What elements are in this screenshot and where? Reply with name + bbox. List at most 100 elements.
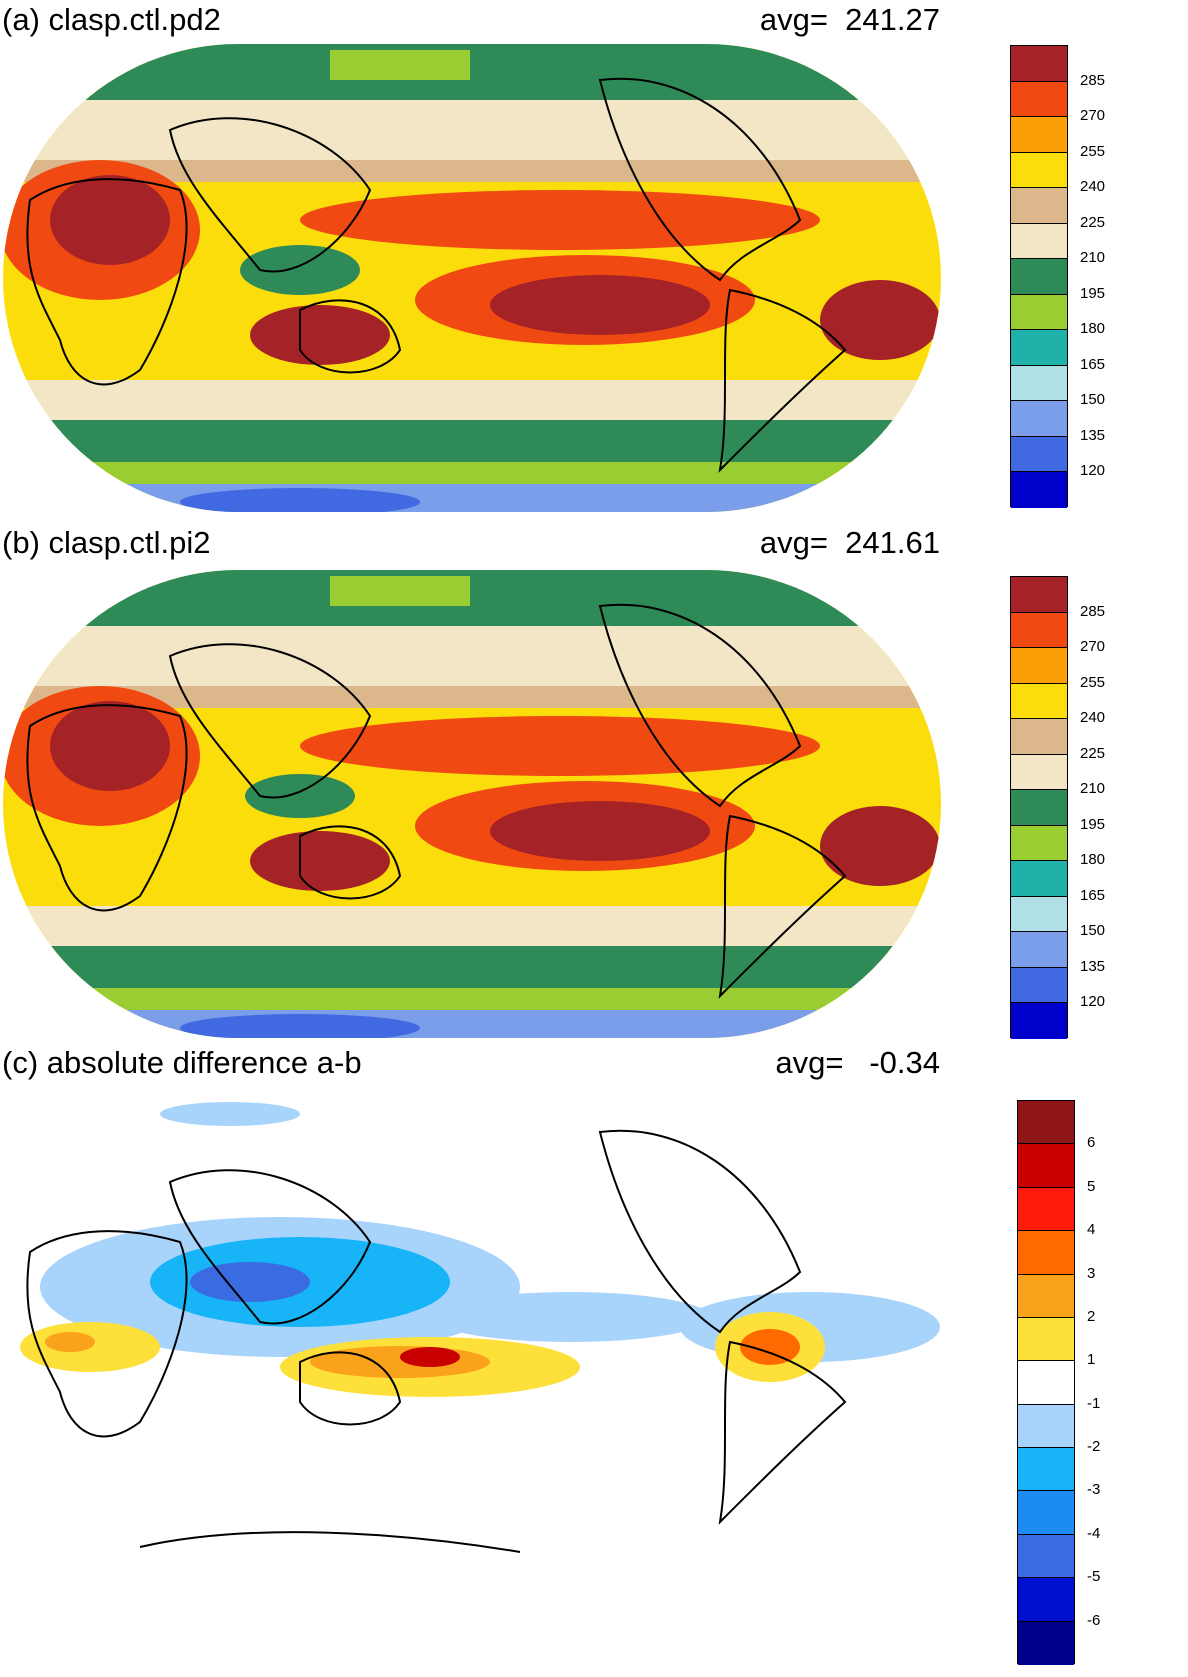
colorbar-swatch xyxy=(1011,648,1067,684)
colorbar-tick-label: 3 xyxy=(1087,1264,1096,1282)
colorbar-swatch xyxy=(1018,1361,1074,1405)
colorbar-tick-label: 195 xyxy=(1080,815,1106,833)
colorbar-swatch xyxy=(1018,1621,1074,1665)
colorbar-swatch xyxy=(1011,152,1067,189)
pacific-positive-strong xyxy=(310,1346,490,1378)
colorbar-swatch xyxy=(1018,1578,1074,1622)
panel-a-map xyxy=(3,44,941,512)
colorbar-swatch xyxy=(1011,436,1067,473)
colorbar-swatch xyxy=(1011,612,1067,649)
colorbar-swatch xyxy=(1018,1101,1074,1145)
colorbar-tick-label: 150 xyxy=(1080,922,1106,940)
colorbar-tick-label: -1 xyxy=(1087,1394,1101,1412)
colorbar-swatch xyxy=(1011,259,1067,295)
colorbar-swatch xyxy=(1011,117,1067,153)
colorbar-swatch xyxy=(1011,754,1067,791)
panel-a-average: avg= 241.27 xyxy=(759,2,940,37)
colorbar-swatch xyxy=(1018,1144,1074,1188)
maritime-cold xyxy=(240,245,360,295)
arctic-patch xyxy=(330,50,470,80)
colorbar-swatch xyxy=(1018,1274,1074,1318)
panel-b-title: (b) clasp.ctl.pi2 xyxy=(2,525,211,560)
colorbar-tick-label: 6 xyxy=(1087,1134,1096,1152)
band-north-mid xyxy=(3,686,941,708)
colorbar-tick-label: 4 xyxy=(1087,1221,1096,1239)
asia-negative-core xyxy=(190,1262,310,1302)
colorbar-swatch xyxy=(1011,365,1067,402)
panel-c-title: (c) absolute difference a-b xyxy=(2,1045,362,1080)
colorbar-tick-label: 210 xyxy=(1080,780,1106,798)
colorbar-tick-label: 5 xyxy=(1087,1177,1096,1195)
colorbar-tick-label: 165 xyxy=(1080,355,1106,373)
colorbar-tick-label: 270 xyxy=(1080,638,1106,656)
colorbar-swatch xyxy=(1011,719,1067,755)
band-arctic xyxy=(3,44,941,100)
colorbar-tick-label: 285 xyxy=(1080,71,1106,89)
africa-positive-strong xyxy=(45,1332,95,1352)
colorbar-swatch xyxy=(1011,1003,1067,1039)
colorbar-swatch xyxy=(1018,1187,1074,1232)
colorbar-tick-label: 225 xyxy=(1080,744,1106,762)
colorbar-swatch xyxy=(1011,577,1067,613)
colorbar-swatch xyxy=(1011,825,1067,862)
antarctic-cold xyxy=(180,1014,420,1038)
panel-b-average: avg= 241.61 xyxy=(759,525,940,560)
colorbar-tick-label: 225 xyxy=(1080,213,1106,231)
colorbar-tick-label: 180 xyxy=(1080,320,1106,338)
colorbar-tick-label: -4 xyxy=(1087,1524,1101,1542)
colorbar-tick-label: 120 xyxy=(1080,462,1106,480)
colorbar-swatch xyxy=(1018,1534,1074,1579)
colorbar-tick-label: -3 xyxy=(1087,1481,1101,1499)
atlantic-hot xyxy=(820,280,940,360)
antarctic-cold xyxy=(180,488,420,512)
pacific-hot xyxy=(490,801,710,861)
band-southern-ocean xyxy=(3,420,941,462)
colorbar-swatch xyxy=(1018,1404,1074,1449)
colorbar-tick-label: 135 xyxy=(1080,426,1106,444)
arctic-patch xyxy=(330,576,470,606)
panel-c-average: avg= -0.34 xyxy=(775,1045,940,1080)
colorbar-tick-label: 240 xyxy=(1080,178,1106,196)
colorbar-tick-label: 210 xyxy=(1080,249,1106,267)
colorbar-swatch xyxy=(1018,1231,1074,1275)
coastlines xyxy=(26,603,847,999)
band-southern-ocean xyxy=(3,946,941,988)
band-antarctic xyxy=(3,1010,941,1038)
colorbar-swatch xyxy=(1011,81,1067,118)
colorbar-tick-label: 1 xyxy=(1087,1351,1096,1369)
colorbar-swatch xyxy=(1018,1317,1074,1362)
colorbar-tick-label: -6 xyxy=(1087,1611,1101,1629)
colorbar-tick-label: 255 xyxy=(1080,142,1106,160)
panel-c-colorbar: 6 5 4 3 2 1 -1 -2 -3 -4 -5 -6 xyxy=(1017,1100,1137,1665)
panel-b-colorbar: 285 270 255 240 225 210 195 180 165 150 135 120 xyxy=(1010,576,1130,1039)
colorbar-tick-label: 285 xyxy=(1080,602,1106,620)
australia-hot xyxy=(250,305,390,365)
amazon-positive-strong xyxy=(740,1329,800,1365)
band-south-cold xyxy=(3,380,941,420)
maritime-cold xyxy=(245,774,355,818)
colorbar-tick-label: 195 xyxy=(1080,284,1106,302)
colorbar-tick-label: 255 xyxy=(1080,673,1106,691)
colorbar-swatch xyxy=(1011,472,1067,508)
band-arctic xyxy=(3,570,941,626)
pacific-hot xyxy=(490,275,710,335)
colorbar-tick-label: 180 xyxy=(1080,851,1106,869)
colorbar-swatch xyxy=(1011,861,1067,897)
colorbar-tick-label: 240 xyxy=(1080,709,1106,727)
colorbar-tick-label: 270 xyxy=(1080,107,1106,125)
colorbar-swatch xyxy=(1011,967,1067,1004)
coastlines xyxy=(26,1129,847,1553)
panel-a-colorbar: 285 270 255 240 225 210 195 180 165 150 135 120 xyxy=(1010,45,1130,508)
colorbar-swatch xyxy=(1018,1448,1074,1492)
colorbar-tick-label: 135 xyxy=(1080,957,1106,975)
colorbar-tick-label: 2 xyxy=(1087,1307,1096,1325)
colorbar-swatch xyxy=(1011,223,1067,260)
band-subpolar xyxy=(3,462,941,484)
pacific-negative xyxy=(430,1292,710,1342)
band-antarctic xyxy=(3,484,941,512)
colorbar-swatch xyxy=(1011,294,1067,331)
panel-c-map xyxy=(3,1096,941,1564)
colorbar-tick-label: 120 xyxy=(1080,993,1106,1011)
colorbar-swatch xyxy=(1011,683,1067,720)
australia-hot xyxy=(250,831,390,891)
